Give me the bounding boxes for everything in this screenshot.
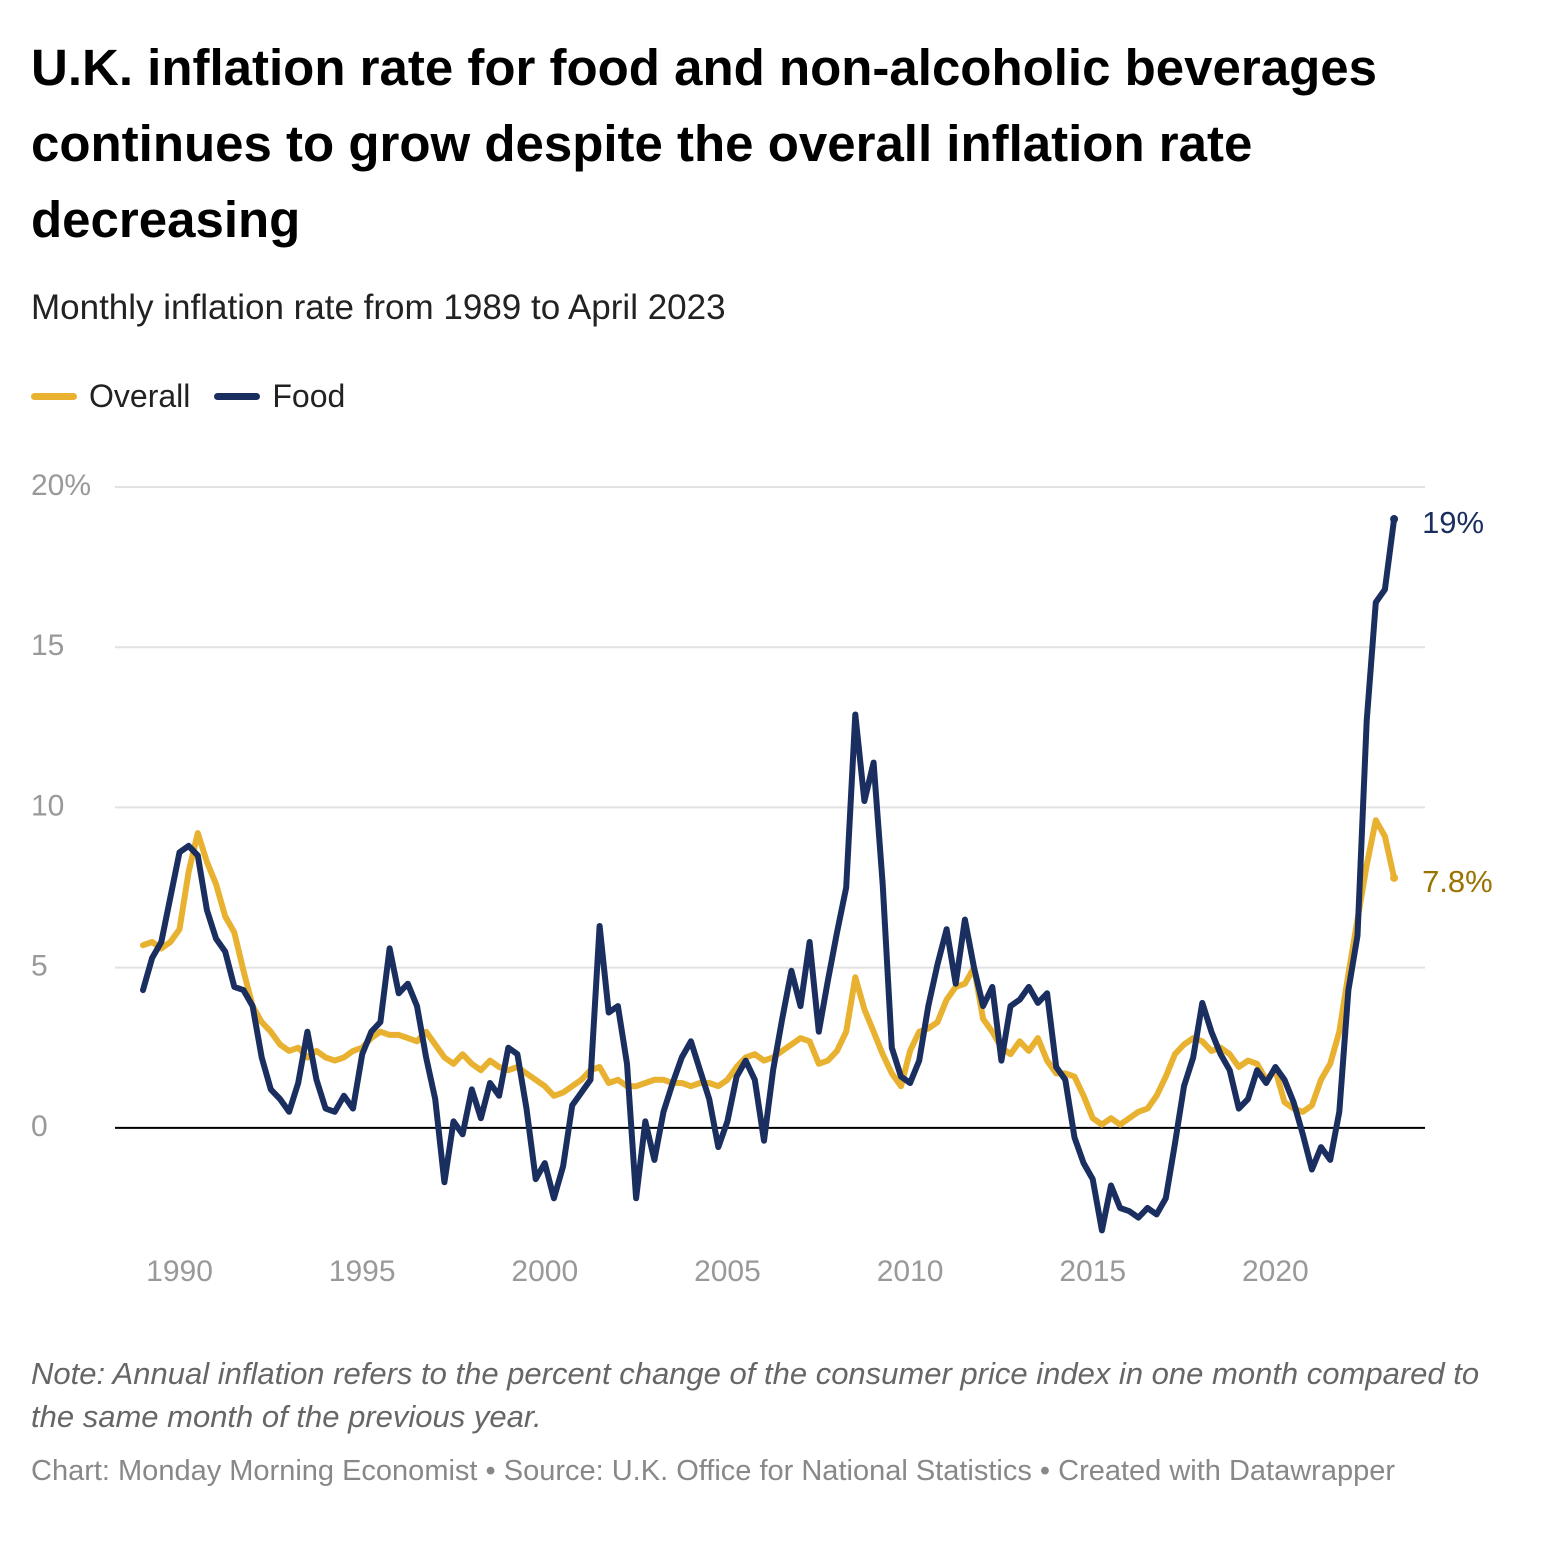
y-tick-label: 5 — [31, 950, 48, 983]
legend-swatch — [214, 393, 261, 400]
legend-label: Food — [272, 378, 346, 414]
x-tick-label: 2005 — [694, 1255, 761, 1288]
legend: Overall Food — [31, 378, 369, 415]
legend-item: Food — [214, 378, 345, 415]
x-tick-label: 2015 — [1059, 1255, 1126, 1288]
x-tick-label: 1990 — [146, 1255, 213, 1288]
x-tick-label: 2000 — [511, 1255, 578, 1288]
y-tick-label: 20% — [31, 469, 91, 502]
x-tick-label: 2010 — [877, 1255, 944, 1288]
legend-swatch — [31, 393, 77, 400]
chart-subtitle: Monthly inflation rate from 1989 to Apri… — [31, 288, 726, 327]
series-line — [140, 516, 1398, 1234]
y-tick-label: 15 — [31, 629, 64, 662]
legend-label: Overall — [89, 378, 191, 414]
end-point — [1390, 873, 1399, 882]
footer: Chart: Monday Morning Economist • Source… — [31, 1455, 1396, 1487]
chart-title: U.K. inflation rate for food and non-alc… — [31, 39, 1377, 248]
note: Note: Annual inflation refers to the per… — [31, 1356, 1480, 1434]
end-label: 7.8% — [1422, 864, 1493, 899]
end-point — [1390, 515, 1399, 524]
y-tick-label: 0 — [31, 1110, 48, 1143]
y-tick-label: 10 — [31, 789, 64, 822]
end-label: 19% — [1422, 505, 1484, 540]
x-tick-label: 1995 — [329, 1255, 396, 1288]
series-line — [140, 817, 1398, 1128]
x-tick-label: 2020 — [1242, 1255, 1309, 1288]
legend-item: Overall — [31, 378, 190, 415]
